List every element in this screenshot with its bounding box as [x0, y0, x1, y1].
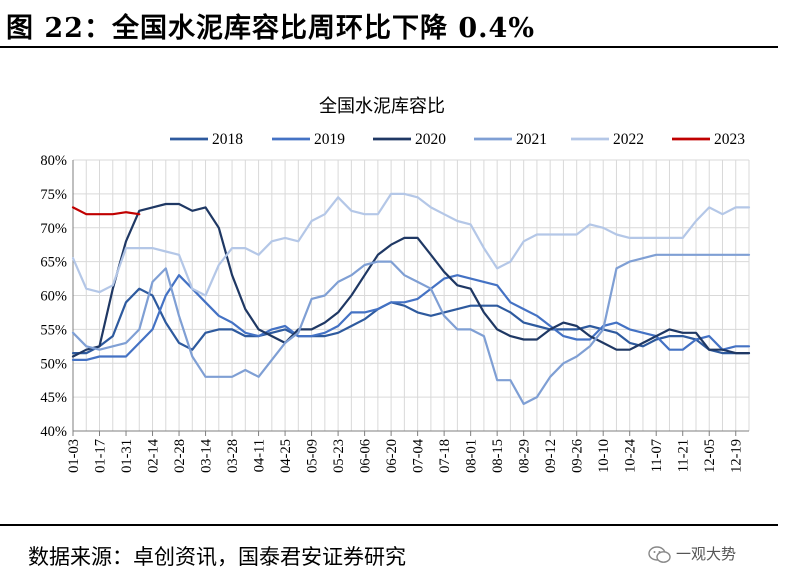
x-tick-label: 01-17 [93, 439, 109, 473]
x-axis: 01-03 01-17 01-31 02-14 02-28 03-14 03-28 04-11… [66, 430, 749, 473]
chart-title: 全国水泥库容比 [319, 96, 445, 116]
series-line-2023 [71, 206, 141, 216]
legend-label-2022: 2022 [613, 131, 644, 148]
x-tick-label: 08-15 [490, 439, 506, 473]
x-tick-label: 06-20 [384, 439, 400, 473]
watermark: 一观大势 [648, 543, 736, 564]
x-tick-label: 04-11 [252, 439, 268, 472]
figure-title: 图 22：全国水泥库容比周环比下降 0.4% [6, 13, 536, 44]
x-tick-label: 01-31 [119, 439, 135, 473]
x-tick-label: 10-10 [596, 439, 612, 473]
y-tick-label: 40% [40, 424, 67, 440]
x-tick-label: 05-09 [305, 439, 321, 473]
x-tick-label: 11-07 [649, 439, 665, 472]
y-tick-label: 75% [40, 187, 67, 203]
x-tick-label: 07-04 [411, 438, 427, 473]
x-tick-label: 12-05 [702, 439, 718, 473]
x-tick-label: 04-25 [278, 439, 294, 473]
top-rule [0, 46, 778, 48]
watermark-text: 一观大势 [676, 545, 737, 563]
x-tick-label: 02-28 [172, 439, 188, 473]
y-tick-label: 80% [40, 153, 67, 169]
x-tick-label: 09-26 [570, 439, 586, 473]
source-note: 数据来源：卓创资讯，国泰君安证券研究 [28, 545, 406, 569]
plot-area [71, 192, 751, 405]
series-line-2018 [71, 287, 751, 355]
x-tick-label: 06-06 [358, 439, 374, 473]
y-tick-label: 45% [40, 390, 67, 406]
legend-label-2020: 2020 [415, 131, 446, 148]
wechat-icon [648, 545, 671, 563]
series-line-2022 [71, 192, 751, 297]
y-axis: 40% 45% 50% 55% 60% 65% 70% 75% 80% [40, 153, 74, 440]
x-tick-label: 08-01 [464, 439, 480, 473]
grid [72, 159, 750, 432]
y-tick-label: 60% [40, 289, 67, 305]
x-tick-label: 05-23 [331, 439, 347, 473]
legend-label-2018: 2018 [212, 131, 243, 148]
x-tick-label: 11-21 [676, 439, 692, 472]
x-tick-label: 08-29 [517, 439, 533, 473]
x-tick-label: 02-14 [146, 438, 162, 473]
x-tick-label: 03-28 [225, 439, 241, 473]
y-tick-label: 65% [40, 255, 67, 271]
legend: 2018 2019 2020 2021 2022 2023 [170, 131, 745, 148]
x-tick-label: 03-14 [199, 438, 215, 473]
legend-label-2021: 2021 [516, 131, 547, 148]
y-tick-label: 50% [40, 356, 67, 372]
line-chart: 全国水泥库容比 2018 2019 2020 2021 2022 2023 40% 45% 5… [40, 96, 751, 473]
series-line-2019 [71, 274, 751, 361]
series-line-2020 [71, 202, 751, 358]
bottom-rule [0, 524, 778, 526]
legend-label-2023: 2023 [714, 131, 745, 148]
x-tick-label: 09-12 [543, 439, 559, 473]
series-line-2021 [71, 253, 751, 405]
y-tick-label: 55% [40, 322, 67, 338]
x-tick-label: 10-24 [623, 438, 639, 473]
x-tick-label: 01-03 [66, 439, 82, 473]
x-tick-label: 07-18 [437, 439, 453, 473]
legend-label-2019: 2019 [314, 131, 345, 148]
x-tick-label: 12-19 [729, 439, 745, 473]
y-tick-label: 70% [40, 221, 67, 237]
